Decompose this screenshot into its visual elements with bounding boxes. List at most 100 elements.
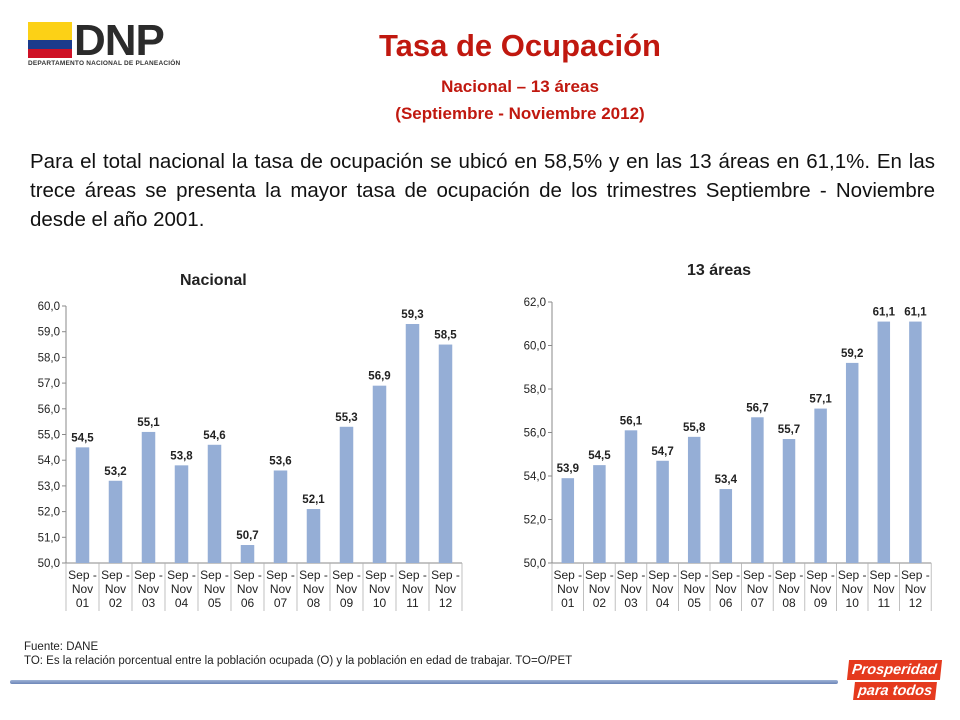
data-label: 61,1 (904, 307, 927, 319)
x-tick-label: Sep - (167, 568, 196, 582)
page-title: Tasa de Ocupación (379, 28, 661, 63)
x-tick-label: Sep - (134, 568, 163, 582)
y-tick-label: 56,0 (38, 404, 60, 416)
x-tick-label: 06 (241, 596, 255, 610)
x-tick-label: Sep - (901, 568, 930, 582)
bar (782, 439, 796, 563)
bar (372, 385, 387, 563)
data-label: 59,3 (401, 309, 423, 321)
x-tick-label: Sep - (233, 568, 262, 582)
bar (624, 430, 638, 563)
x-tick-label: 12 (909, 596, 923, 610)
data-label: 54,5 (71, 432, 94, 444)
y-tick-label: 60,0 (524, 341, 546, 353)
x-tick-label: Nov (270, 582, 291, 596)
data-label: 55,8 (683, 422, 706, 434)
x-tick-label: Nov (303, 582, 324, 596)
x-tick-label: Nov (171, 582, 192, 596)
y-tick-label: 62,0 (524, 297, 546, 309)
x-tick-label: Nov (237, 582, 258, 596)
x-tick-label: Sep - (431, 568, 460, 582)
prosperidad-badge: Prosperidad para todos (846, 660, 942, 706)
y-tick-label: 53,0 (38, 481, 60, 493)
bar (438, 344, 453, 563)
data-label: 56,1 (620, 415, 643, 427)
data-label: 56,7 (746, 402, 768, 414)
x-tick-label: Nov (589, 582, 610, 596)
x-tick-label: Sep - (398, 568, 427, 582)
data-label: 58,5 (434, 330, 457, 342)
bar (593, 465, 606, 563)
badge-line-2: para todos (853, 682, 938, 700)
data-label: 53,8 (170, 450, 193, 462)
bar (814, 408, 827, 563)
x-tick-label: Sep - (101, 568, 130, 582)
x-tick-label: 03 (142, 596, 156, 610)
y-tick-label: 54,0 (38, 455, 60, 467)
y-tick-label: 50,0 (38, 558, 60, 570)
data-label: 50,7 (236, 530, 258, 542)
x-tick-label: 01 (76, 596, 90, 610)
y-tick-label: 52,0 (38, 507, 60, 519)
x-tick-label: Sep - (266, 568, 295, 582)
x-tick-label: Sep - (775, 568, 804, 582)
dnp-logo: DNP DEPARTAMENTO NACIONAL DE PLANEACIÓN (28, 16, 188, 72)
x-tick-label: 07 (751, 596, 765, 610)
x-tick-label: Sep - (68, 568, 97, 582)
data-label: 54,5 (588, 450, 611, 462)
y-tick-label: 54,0 (524, 471, 546, 483)
data-label: 53,9 (557, 463, 579, 475)
x-tick-label: Nov (369, 582, 390, 596)
x-tick-label: 02 (109, 596, 123, 610)
x-tick-label: Nov (684, 582, 705, 596)
bar (719, 489, 733, 563)
data-label: 53,2 (104, 466, 126, 478)
x-tick-label: 11 (878, 596, 891, 610)
x-tick-label: 05 (688, 596, 702, 610)
x-tick-label: 09 (814, 596, 828, 610)
x-tick-label: Sep - (869, 568, 898, 582)
x-tick-label: Sep - (617, 568, 646, 582)
x-tick-label: Sep - (299, 568, 328, 582)
x-tick-label: Nov (810, 582, 831, 596)
y-tick-label: 60,0 (38, 301, 60, 313)
x-tick-label: Nov (435, 582, 456, 596)
x-tick-label: Nov (557, 582, 578, 596)
x-tick-label: Sep - (743, 568, 772, 582)
x-tick-label: 05 (208, 596, 222, 610)
data-label: 57,1 (809, 394, 832, 406)
y-tick-label: 58,0 (38, 352, 60, 364)
bar (656, 460, 669, 563)
x-tick-label: Sep - (200, 568, 229, 582)
data-label: 54,7 (651, 446, 673, 458)
bar (877, 321, 891, 563)
chart-title-nacional: Nacional (180, 272, 247, 289)
x-tick-label: Nov (747, 582, 768, 596)
data-label: 55,1 (137, 417, 160, 429)
x-tick-label: 01 (561, 596, 575, 610)
x-tick-label: 08 (782, 596, 796, 610)
x-tick-label: 10 (846, 596, 860, 610)
x-tick-label: Nov (652, 582, 673, 596)
x-tick-label: Sep - (332, 568, 361, 582)
x-tick-label: 12 (439, 596, 453, 610)
footer-note: TO: Es la relación porcentual entre la p… (24, 655, 573, 667)
x-tick-label: Sep - (585, 568, 614, 582)
footer-divider (10, 680, 838, 684)
x-tick-label: 08 (307, 596, 321, 610)
x-tick-label: 03 (624, 596, 638, 610)
bar (687, 436, 701, 563)
x-tick-label: Sep - (680, 568, 709, 582)
x-tick-label: Nov (778, 582, 799, 596)
x-tick-label: Nov (72, 582, 93, 596)
x-tick-label: Nov (905, 582, 926, 596)
x-tick-label: 07 (274, 596, 288, 610)
x-tick-label: Nov (336, 582, 357, 596)
bar (273, 470, 288, 563)
bar (561, 478, 575, 563)
x-tick-label: 04 (175, 596, 189, 610)
x-tick-label: Nov (620, 582, 641, 596)
bar (845, 362, 859, 563)
logo-subtitle: DEPARTAMENTO NACIONAL DE PLANEACIÓN (28, 60, 181, 67)
